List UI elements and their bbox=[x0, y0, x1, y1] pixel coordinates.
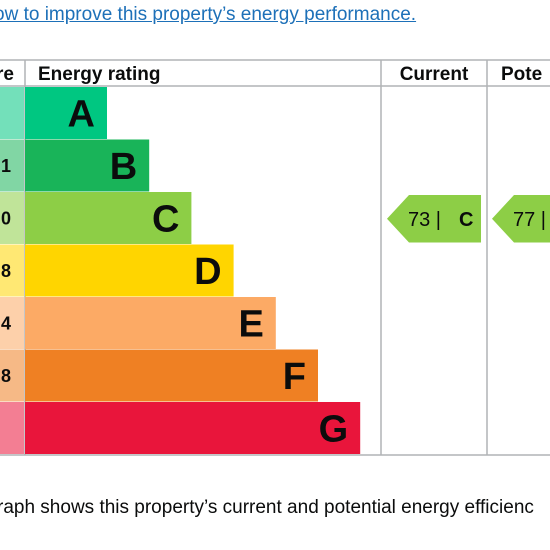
band-bar-b bbox=[25, 139, 150, 192]
score-cell-g bbox=[0, 402, 24, 454]
band-score-f: 8 bbox=[1, 366, 11, 386]
score-cell-d bbox=[0, 244, 24, 297]
band-letter-b: B bbox=[110, 146, 137, 188]
band-score-e: 4 bbox=[1, 313, 11, 333]
band-letter-c: C bbox=[152, 198, 179, 240]
band-bar-a bbox=[25, 87, 107, 139]
band-bar-c bbox=[25, 192, 192, 244]
band-bar-f bbox=[25, 349, 318, 402]
band-letter-f: F bbox=[283, 356, 306, 398]
potential-column-header: Pote bbox=[501, 64, 542, 85]
score-column-header: re bbox=[0, 64, 14, 85]
band-letter-g: G bbox=[319, 408, 349, 450]
band-score-c: 0 bbox=[1, 208, 11, 228]
band-letter-a: A bbox=[68, 93, 95, 135]
band-score-b: 1 bbox=[1, 156, 11, 176]
band-bar-d bbox=[25, 244, 234, 297]
score-cell-c bbox=[0, 192, 24, 244]
potential-rating-arrow bbox=[492, 195, 550, 243]
current-rating-letter: C bbox=[459, 209, 473, 231]
current-rating-arrow bbox=[387, 195, 481, 243]
current-column-header: Current bbox=[400, 64, 469, 85]
score-cell-e bbox=[0, 297, 24, 349]
band-score-d: 8 bbox=[1, 261, 11, 281]
improve-energy-performance-link[interactable]: ow to improve this property’s energy per… bbox=[0, 4, 417, 25]
band-bar-e bbox=[25, 297, 276, 349]
rating-arrows: 73 |C77 |C bbox=[387, 195, 550, 243]
band-bar-g bbox=[25, 402, 361, 454]
score-cell-a bbox=[0, 87, 24, 139]
score-cell-b bbox=[0, 139, 24, 192]
graph-caption: raph shows this property’s current and p… bbox=[0, 497, 534, 518]
band-letter-e: E bbox=[238, 303, 263, 345]
score-cell-f bbox=[0, 349, 24, 402]
rating-bands: AB 1 C 0 D 8 E 4 F 8 G bbox=[0, 87, 361, 454]
energy-rating-column-header: Energy rating bbox=[38, 64, 160, 85]
band-letter-d: D bbox=[194, 251, 221, 293]
potential-rating-value: 77 | bbox=[513, 209, 546, 231]
current-rating-value: 73 | bbox=[408, 209, 441, 231]
